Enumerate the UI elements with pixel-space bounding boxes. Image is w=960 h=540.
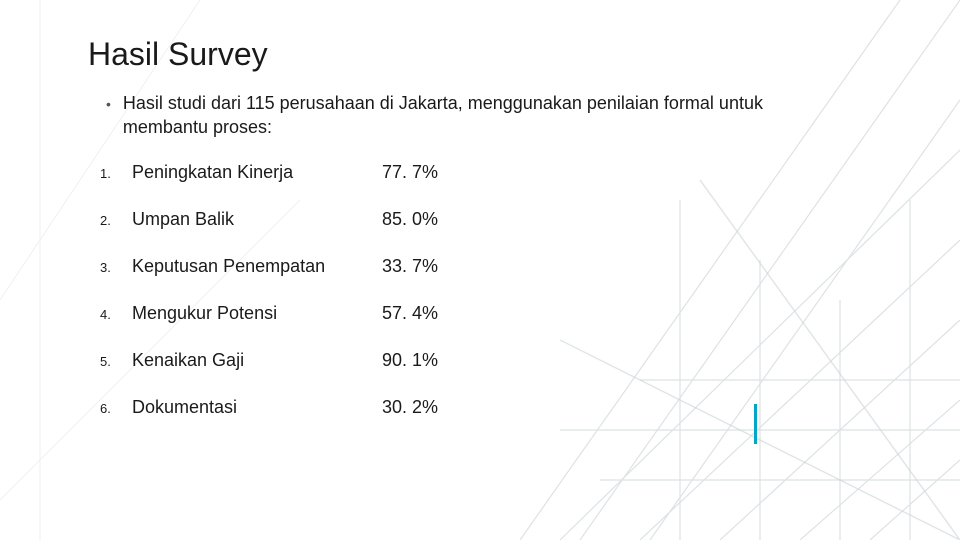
list-item: 4. Mengukur Potensi 57. 4% [96,303,890,324]
item-label: Mengukur Potensi [132,303,382,324]
slide-container: Hasil Survey • Hasil studi dari 115 peru… [0,0,960,540]
item-value: 90. 1% [382,350,438,371]
list-item: 2. Umpan Balik 85. 0% [96,209,890,230]
item-value: 33. 7% [382,256,438,277]
item-label: Kenaikan Gaji [132,350,382,371]
intro-bullet-row: • Hasil studi dari 115 perusahaan di Jak… [106,91,846,140]
item-number: 5. [96,354,132,369]
item-number: 2. [96,213,132,228]
list-item: 1. Peningkatan Kinerja 77. 7% [96,162,890,183]
item-label: Dokumentasi [132,397,382,418]
list-item: 5. Kenaikan Gaji 90. 1% [96,350,890,371]
item-label: Keputusan Penempatan [132,256,382,277]
item-number: 6. [96,401,132,416]
survey-list: 1. Peningkatan Kinerja 77. 7% 2. Umpan B… [96,162,890,418]
bullet-dot-icon: • [106,97,111,111]
item-label: Peningkatan Kinerja [132,162,382,183]
item-number: 4. [96,307,132,322]
list-item: 6. Dokumentasi 30. 2% [96,397,890,418]
intro-text: Hasil studi dari 115 perusahaan di Jakar… [123,91,846,140]
item-value: 30. 2% [382,397,438,418]
item-value: 85. 0% [382,209,438,230]
item-number: 1. [96,166,132,181]
page-title: Hasil Survey [88,36,890,73]
item-number: 3. [96,260,132,275]
item-value: 77. 7% [382,162,438,183]
item-label: Umpan Balik [132,209,382,230]
item-value: 57. 4% [382,303,438,324]
list-item: 3. Keputusan Penempatan 33. 7% [96,256,890,277]
